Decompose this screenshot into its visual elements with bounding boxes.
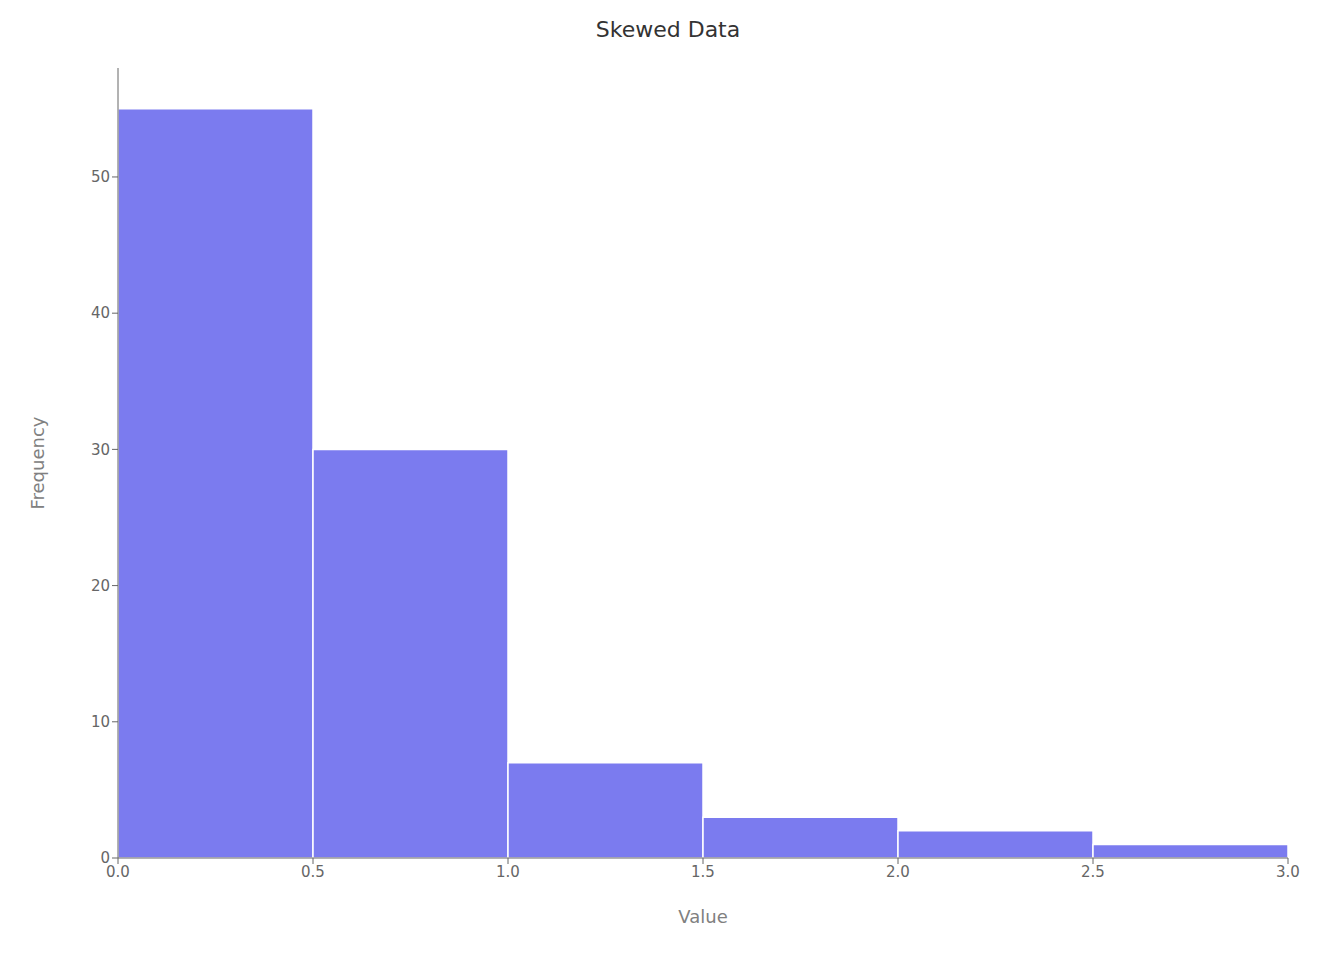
svg-text:10: 10 [91, 713, 110, 731]
svg-text:Frequency: Frequency [27, 416, 48, 509]
svg-text:Value: Value [678, 906, 727, 927]
svg-text:20: 20 [91, 577, 110, 595]
svg-text:0: 0 [100, 849, 110, 867]
svg-text:2.0: 2.0 [886, 863, 910, 881]
svg-text:50: 50 [91, 168, 110, 186]
svg-text:0.0: 0.0 [106, 862, 130, 881]
html-text:Skewed Data: Skewed Data [595, 17, 741, 42]
svg-text:3.0: 3.0 [1276, 863, 1300, 881]
svg-text:1.0: 1.0 [496, 863, 520, 881]
svg-text:40: 40 [91, 304, 110, 322]
svg-text:30: 30 [91, 441, 110, 459]
svg-text:0.5: 0.5 [301, 863, 325, 881]
svg-text:1.5: 1.5 [691, 863, 715, 881]
svg-text:2.5: 2.5 [1081, 863, 1105, 881]
